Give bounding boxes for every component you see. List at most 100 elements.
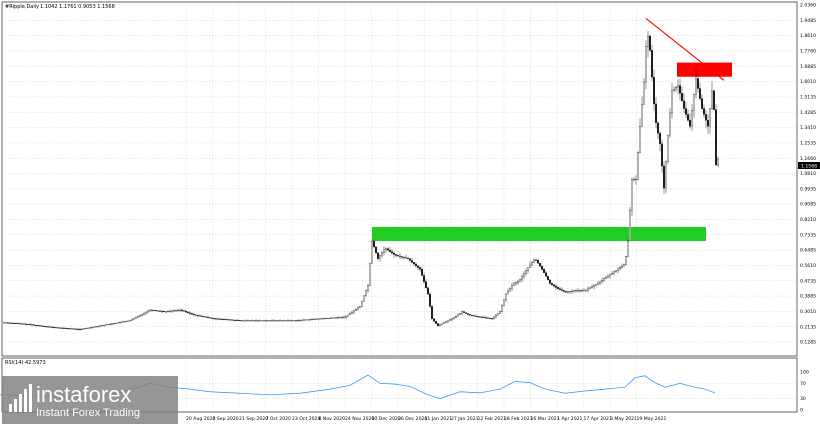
candle-body [375,246,377,253]
candle-body [241,320,243,322]
candle-body [117,322,119,324]
candle-body [127,320,129,322]
candle-body [569,291,571,293]
candle-body [647,35,649,47]
candle-body [415,263,417,266]
candle-body [289,320,291,322]
candle-body [269,320,271,322]
candle-body [705,114,707,121]
candle-body [357,307,359,310]
candle-body [81,328,83,330]
candle-body [383,249,385,253]
candle-body [153,310,155,311]
candle-body [235,319,237,321]
candle-body [565,291,567,293]
x-tick-label: 1 Apr 2021 [557,416,583,422]
candle-body [473,315,475,317]
candle-body [181,309,183,311]
candle-body [141,314,143,316]
candle-body [17,323,19,325]
candle-body [605,277,607,279]
candle-body [497,313,499,316]
y-tick-label: 1.1660 [800,156,816,162]
candle-body [13,322,15,324]
candle-body [709,108,711,127]
candle-body [711,90,713,109]
candle-body [61,327,63,329]
candle-body [291,320,293,322]
candle-body [597,282,599,285]
candle-body [393,252,395,255]
candle-body [555,285,557,288]
y-tick-label: 0.1285 [800,340,816,346]
candle-body [659,133,661,145]
candle-body [125,321,127,322]
candle-body [607,275,609,278]
y-tick-label: 0.9935 [800,186,816,192]
candle-body [427,287,429,295]
candle-body [523,273,525,277]
candle-body [387,248,389,251]
candle-body [665,161,667,189]
candle-body [611,273,613,275]
candle-body [579,290,581,292]
x-tick-label: 10 Dec 2020 [372,416,401,422]
candle-body [47,326,49,328]
candle-body [11,322,13,324]
candle-body [703,108,705,115]
candle-body [471,315,473,316]
y-tick-label: 0.9085 [800,202,816,208]
candle-body [349,313,351,316]
candle-body [449,319,451,321]
candle-body [21,323,23,325]
candle-body [563,290,565,292]
y-tick-label: 1.9485 [800,18,816,24]
candle-body [507,290,509,295]
candle-body [617,268,619,271]
candle-body [123,321,125,323]
candle-body [501,305,503,312]
candle-body [221,318,223,320]
candle-body [447,320,449,322]
candle-body [413,262,415,265]
candle-body [559,288,561,290]
candle-body [247,320,249,322]
candle-body [485,317,487,319]
candle-body [201,315,203,317]
candle-body [51,326,53,328]
candle-body [513,283,515,286]
rsi-tick-label: 0 [800,408,803,414]
candle-body [25,323,27,325]
candle-body [9,322,11,324]
x-tick-label: 11 Jan 2021 [425,416,453,422]
candle-body [643,81,645,105]
candle-body [609,274,611,277]
candle-body [263,320,265,322]
candle-body [455,316,457,318]
x-tick-label: 16 Mar 2021 [531,416,560,422]
candle-body [135,317,137,319]
y-tick-label: 0.4735 [800,278,816,284]
candle-body [641,103,643,127]
candle-body [219,318,221,320]
candle-body [215,318,217,320]
candle-body [695,78,697,95]
candle-body [99,325,101,327]
candle-body [341,317,343,318]
candle-body [355,309,357,311]
candle-body [639,126,641,153]
candle-body [139,315,141,317]
candle-body [261,320,263,322]
candle-body [621,265,623,268]
candle-body [409,258,411,261]
candle-body [423,275,425,282]
candle-body [477,316,479,317]
candle-body [419,267,421,270]
x-tick-label: 28 Feb 2021 [504,416,533,422]
candle-body [509,287,511,292]
candle-body [233,319,235,321]
candle-body [157,310,159,312]
candle-body [571,290,573,292]
candle-body [629,209,631,242]
